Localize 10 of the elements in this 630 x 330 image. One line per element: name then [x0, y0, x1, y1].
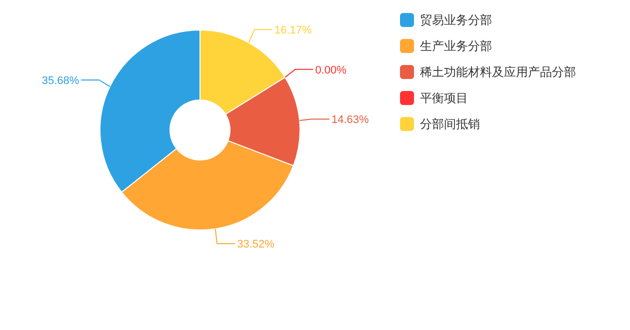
data-label: 33.52%: [237, 238, 275, 251]
legend-label: 生产业务分部: [420, 39, 492, 53]
data-label: 16.17%: [274, 24, 312, 37]
text: 0.00%: [315, 64, 346, 76]
data-label: 14.63%: [331, 114, 370, 126]
data-label: 35.68%: [42, 74, 80, 87]
legend-label: 稀土功能材料及应用产品分部: [420, 65, 576, 79]
legend-label: 贸易业务分部: [420, 13, 492, 27]
legend-label: 分部间抵销: [420, 117, 480, 131]
legend-label: 平衡项目: [420, 91, 468, 105]
